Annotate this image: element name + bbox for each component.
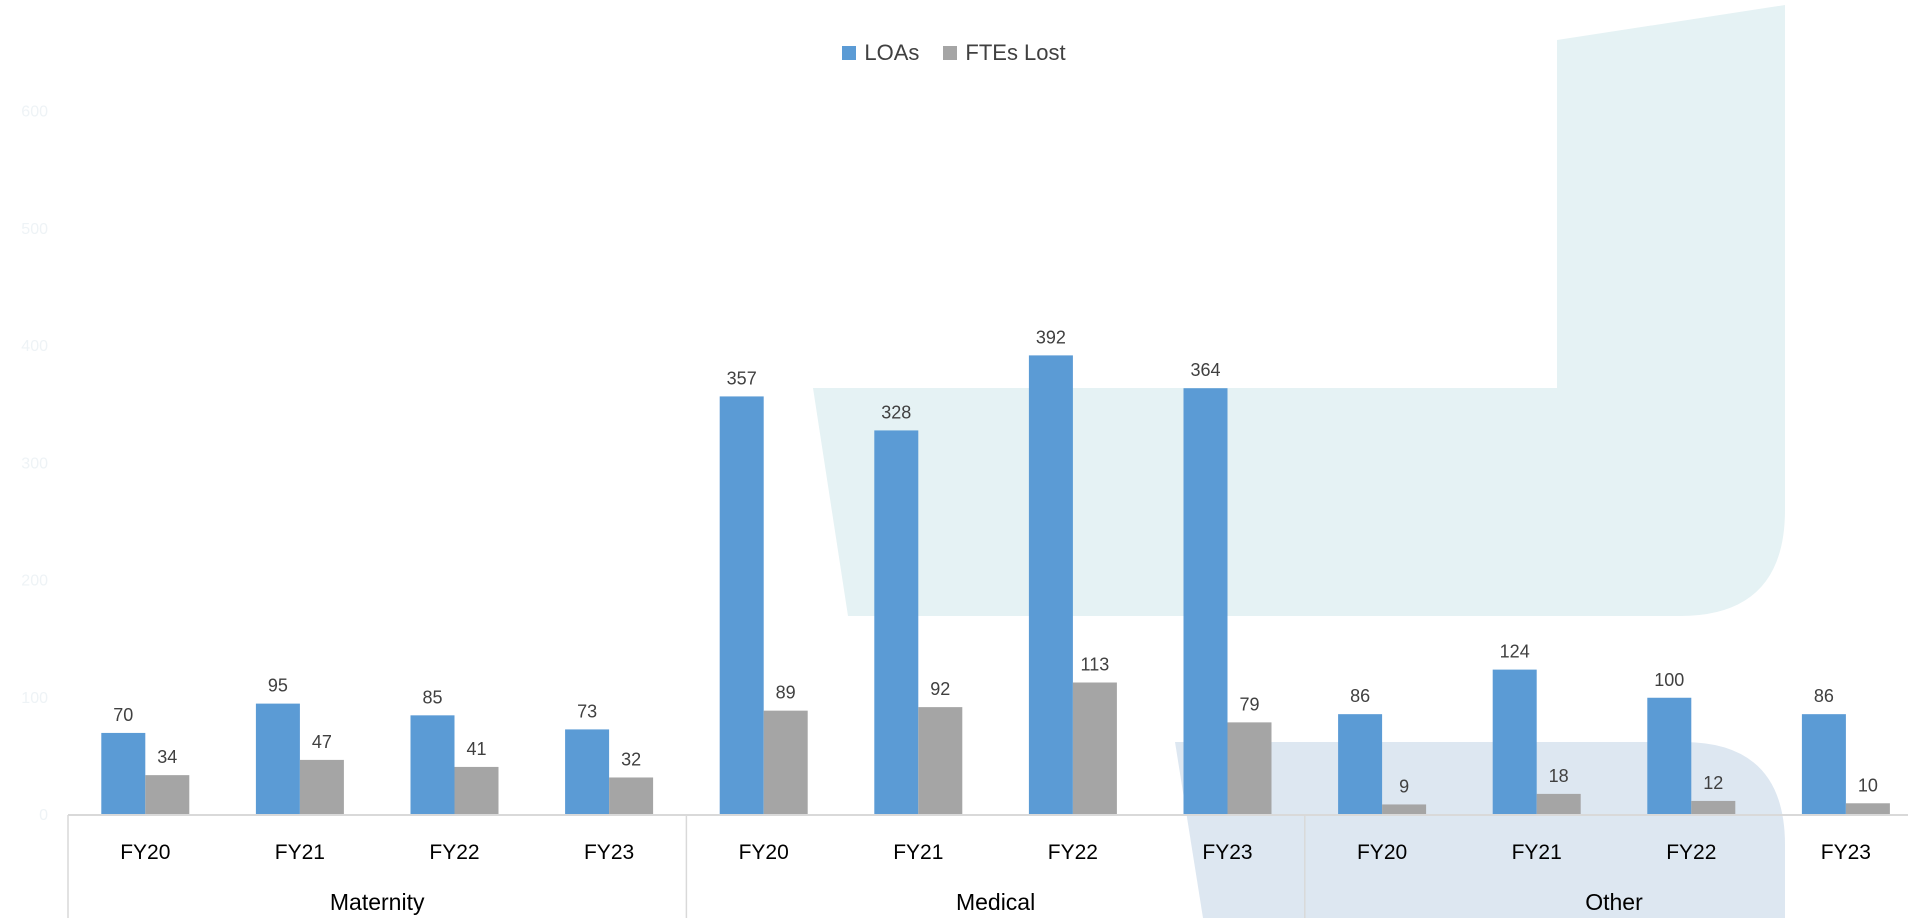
bar-ftes-lost bbox=[763, 710, 808, 815]
bar-loas bbox=[565, 729, 610, 815]
data-label-ftes-lost: 41 bbox=[466, 739, 486, 759]
bar-ftes-lost bbox=[609, 777, 654, 815]
group-label: Medical bbox=[956, 889, 1035, 915]
data-label-loas: 392 bbox=[1036, 327, 1066, 347]
bar-ftes-lost bbox=[454, 766, 499, 815]
data-label-ftes-lost: 9 bbox=[1399, 776, 1409, 796]
bar-loas bbox=[874, 430, 919, 815]
data-label-ftes-lost: 79 bbox=[1239, 694, 1259, 714]
y-tick-label: 300 bbox=[21, 455, 48, 472]
x-tick-label: FY21 bbox=[1512, 841, 1562, 864]
legend: LOAs FTEs Lost bbox=[0, 40, 1908, 66]
y-tick-label: 200 bbox=[21, 573, 48, 590]
bar-ftes-lost bbox=[1536, 793, 1581, 815]
data-labels: 70 34 95 47 85 41 73 32 357 89 328 92 392 113 364 79 86 9… bbox=[113, 327, 1878, 796]
x-tick-label: FY22 bbox=[429, 841, 479, 864]
bar-ftes-lost bbox=[918, 707, 963, 815]
data-label-ftes-lost: 18 bbox=[1549, 766, 1569, 786]
x-tick-label: FY22 bbox=[1048, 841, 1098, 864]
data-label-loas: 95 bbox=[268, 676, 288, 696]
bar-ftes-lost bbox=[145, 775, 190, 815]
data-label-loas: 100 bbox=[1654, 670, 1684, 690]
y-tick-label: 400 bbox=[21, 338, 48, 355]
x-tick-label: FY23 bbox=[584, 841, 634, 864]
bar-loas bbox=[1492, 669, 1537, 815]
background-shape-teal bbox=[813, 5, 1785, 616]
data-label-ftes-lost: 92 bbox=[930, 679, 950, 699]
data-label-loas: 364 bbox=[1190, 360, 1220, 380]
bar-ftes-lost bbox=[1382, 804, 1427, 815]
x-tick-label: FY21 bbox=[275, 841, 325, 864]
data-label-loas: 86 bbox=[1350, 686, 1370, 706]
x-tick-label: FY20 bbox=[1357, 841, 1407, 864]
y-tick-label: 600 bbox=[21, 104, 48, 121]
y-tick-label: 100 bbox=[21, 690, 48, 707]
legend-item-ftes-lost: FTEs Lost bbox=[943, 40, 1066, 66]
legend-swatch-loas bbox=[842, 46, 857, 60]
bar-loas bbox=[1801, 714, 1846, 815]
x-tick-label: FY21 bbox=[893, 841, 943, 864]
data-label-ftes-lost: 10 bbox=[1858, 775, 1878, 795]
bar-ftes-lost bbox=[1227, 722, 1272, 815]
bar-loas bbox=[1338, 714, 1383, 815]
data-label-loas: 124 bbox=[1500, 642, 1530, 662]
data-label-ftes-lost: 34 bbox=[157, 747, 177, 767]
x-tick-label: FY20 bbox=[739, 841, 789, 864]
bar-loas bbox=[255, 703, 300, 815]
bar-ftes-lost bbox=[1072, 682, 1117, 815]
x-axis: FY20 FY21 FY22 FY23 FY20 FY21 FY22 FY23 FY20 FY21… bbox=[67, 814, 1908, 918]
data-label-loas: 73 bbox=[577, 701, 597, 721]
data-label-ftes-lost: 47 bbox=[312, 732, 332, 752]
group-label: Maternity bbox=[330, 889, 425, 915]
data-label-loas: 70 bbox=[113, 705, 133, 725]
bar-loas bbox=[1647, 697, 1692, 815]
bar-loas bbox=[410, 715, 455, 815]
data-label-loas: 328 bbox=[881, 402, 911, 422]
data-label-ftes-lost: 12 bbox=[1703, 773, 1723, 793]
background-shape-blue bbox=[1175, 742, 1785, 918]
x-tick-label: FY23 bbox=[1821, 841, 1871, 864]
x-tick-label: FY22 bbox=[1666, 841, 1716, 864]
x-tick-label: FY23 bbox=[1202, 841, 1252, 864]
bar-ftes-lost bbox=[299, 759, 344, 815]
data-label-loas: 85 bbox=[422, 687, 442, 707]
data-label-loas: 86 bbox=[1814, 686, 1834, 706]
y-axis: 0 100 200 300 400 500 600 bbox=[21, 104, 48, 825]
bar-loas bbox=[1183, 388, 1228, 815]
legend-label-ftes-lost: FTEs Lost bbox=[965, 40, 1066, 65]
bar-loas bbox=[719, 396, 764, 815]
legend-label-loas: LOAs bbox=[864, 40, 920, 65]
x-tick-label: FY20 bbox=[120, 841, 170, 864]
bar-ftes-lost bbox=[1691, 800, 1736, 815]
data-label-ftes-lost: 89 bbox=[776, 683, 796, 703]
data-label-ftes-lost: 32 bbox=[621, 749, 641, 769]
legend-swatch-ftes-lost bbox=[943, 46, 958, 60]
group-label: Other bbox=[1585, 889, 1643, 915]
bars bbox=[101, 355, 1890, 815]
y-tick-label: 0 bbox=[39, 807, 48, 824]
bar-loas bbox=[101, 732, 146, 815]
y-tick-label: 500 bbox=[21, 221, 48, 238]
legend-item-loas: LOAs bbox=[842, 40, 919, 66]
bar-loas bbox=[1028, 355, 1073, 815]
bar-ftes-lost bbox=[1845, 803, 1890, 815]
data-label-loas: 357 bbox=[727, 368, 757, 388]
data-label-ftes-lost: 113 bbox=[1081, 655, 1110, 675]
